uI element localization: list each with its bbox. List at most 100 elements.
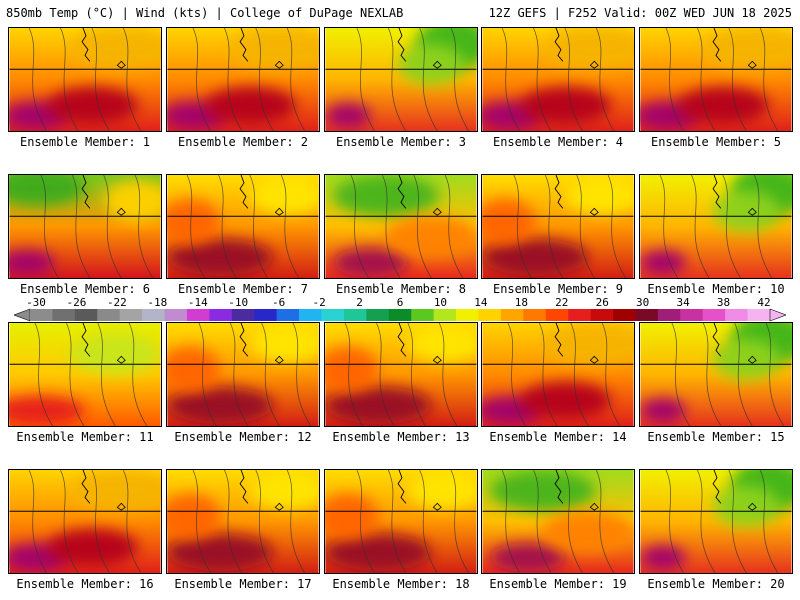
colorbar-swatch [299,309,322,321]
colorbar-swatch [388,309,412,321]
colorbar-swatch [411,309,434,321]
member-label: Ensemble Member: 18 [332,577,470,591]
temperature-map [639,469,793,574]
colorbar-tick-label: 30 [636,296,650,309]
ensemble-map-18: Ensemble Member: 18 [324,469,478,591]
colorbar-tick-label: -10 [228,296,249,309]
header: 850mb Temp (°C) | Wind (kts) | College o… [0,0,800,24]
temperature-map [481,469,635,574]
ensemble-map-11: Ensemble Member: 11 [8,322,162,444]
colorbar-swatch [142,309,165,321]
ensemble-map-2: Ensemble Member: 2 [166,27,320,149]
colorbar-tick-label: 6 [396,296,404,309]
colorbar-swatch [276,309,300,321]
ensemble-map-13: Ensemble Member: 13 [324,322,478,444]
colorbar-tick-label: 18 [514,296,528,309]
member-label: Ensemble Member: 4 [492,135,624,149]
member-label: Ensemble Member: 2 [177,135,309,149]
colorbar-swatch [478,309,502,321]
member-label: Ensemble Member: 3 [335,135,467,149]
member-label: Ensemble Member: 14 [489,430,627,444]
colorbar-tick-label: 22 [555,296,569,309]
member-label: Ensemble Member: 7 [177,282,309,296]
temperature-map [8,27,162,132]
temperature-map [8,469,162,574]
run-valid-time: 12Z GEFS | F252 Valid: 00Z WED JUN 18 20… [488,6,792,20]
ensemble-map-1: Ensemble Member: 1 [8,27,162,149]
ensemble-map-12: Ensemble Member: 12 [166,322,320,444]
member-label: Ensemble Member: 20 [647,577,785,591]
colorbar-tick-label: -18 [147,296,168,309]
member-label: Ensemble Member: 9 [492,282,624,296]
colorbar-tick-label: 26 [595,296,609,309]
colorbar-tick-label: -22 [106,296,127,309]
colorbar-swatch [523,309,547,321]
ensemble-map-3: Ensemble Member: 3 [324,27,478,149]
member-label: Ensemble Member: 17 [174,577,312,591]
colorbar-tick-label: -2 [312,296,326,309]
temperature-map [8,174,162,279]
temperature-map [166,174,320,279]
temperature-map [324,27,478,132]
temperature-map [324,322,478,427]
temperature-map [639,174,793,279]
temperature-map [8,322,162,427]
colorbar-swatch [590,309,614,321]
temperature-map [481,174,635,279]
colorbar-tick-label: -6 [272,296,286,309]
member-label: Ensemble Member: 8 [335,282,467,296]
colorbar-swatch [97,309,120,321]
colorbar-swatch [680,309,704,321]
member-label: Ensemble Member: 1 [19,135,151,149]
ensemble-map-7: Ensemble Member: 7 [166,174,320,296]
colorbar-swatch [657,309,681,321]
ensemble-map-8: Ensemble Member: 8 [324,174,478,296]
temperature-map [639,322,793,427]
temperature-colorbar: -30 -26 -22 -18 -14 -10 -6 -2 2 6 10 14 18 22 26 30 34 38… [14,296,786,322]
ensemble-map-15: Ensemble Member: 15 [639,322,793,444]
colorbar-swatch [30,309,53,321]
colorbar-swatch [725,309,748,321]
temperature-map [324,469,478,574]
colorbar-ticks: -30 -26 -22 -18 -14 -10 -6 -2 2 6 10 14 18 22 26 30 34 38… [14,296,786,309]
colorbar-swatch [613,309,636,321]
member-label: Ensemble Member: 11 [16,430,154,444]
colorbar-swatch [747,309,771,321]
colorbar-swatch [500,309,524,321]
product-title: 850mb Temp (°C) | Wind (kts) | College o… [6,6,404,20]
temperature-map [166,27,320,132]
temperature-map [481,27,635,132]
colorbar-swatch [74,309,98,321]
ensemble-map-9: Ensemble Member: 9 [481,174,635,296]
ensemble-map-17: Ensemble Member: 17 [166,469,320,591]
colorbar-tick-label: 14 [474,296,488,309]
colorbar-tick-label: 34 [676,296,690,309]
ensemble-map-19: Ensemble Member: 19 [481,469,635,591]
ensemble-map-4: Ensemble Member: 4 [481,27,635,149]
colorbar-swatch [343,309,367,321]
colorbar-tick-label: 42 [757,296,771,309]
ensemble-map-20: Ensemble Member: 20 [639,469,793,591]
colorbar-tick-label: 2 [356,296,363,309]
colorbar-swatch [366,309,390,321]
colorbar-swatch [254,309,277,321]
member-label: Ensemble Member: 12 [174,430,312,444]
member-label: Ensemble Member: 16 [16,577,154,591]
colorbar-swatch [164,309,188,321]
ensemble-map-10: Ensemble Member: 10 [639,174,793,296]
colorbar-tick-label: -26 [66,296,87,309]
colorbar-swatch [433,309,457,321]
temperature-map [166,322,320,427]
colorbar-swatch [186,309,210,321]
colorbar-tick-label: 38 [716,296,731,309]
colorbar-swatch [209,309,233,321]
temperature-map [324,174,478,279]
colorbar-swatch [119,309,143,321]
colorbar-swatch [52,309,76,321]
ensemble-map-5: Ensemble Member: 5 [639,27,793,149]
colorbar-swatch [321,309,345,321]
member-label: Ensemble Member: 10 [647,282,785,296]
colorbar-tick-label: 10 [433,296,448,309]
colorbar-swatch [231,309,255,321]
